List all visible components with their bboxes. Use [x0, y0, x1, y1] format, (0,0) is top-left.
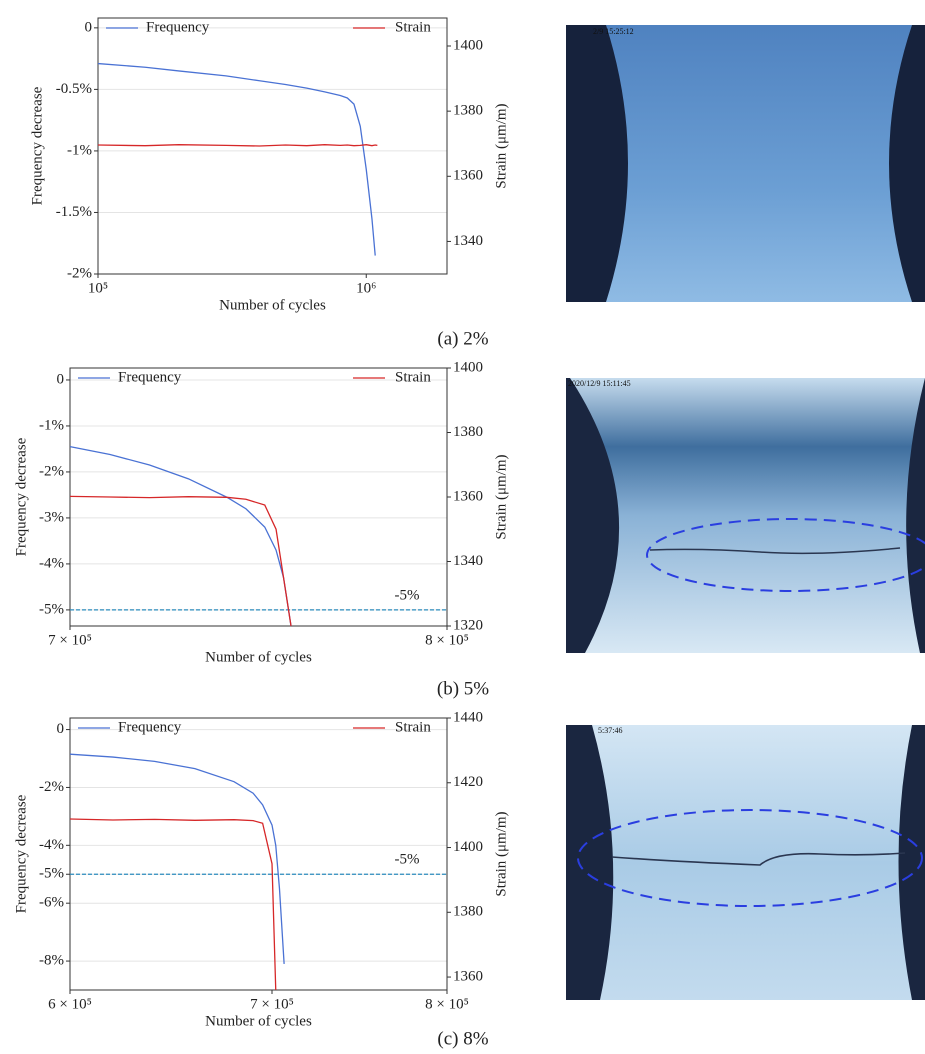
legend-label: Strain: [395, 369, 431, 385]
y2-tick-label: 1400: [453, 839, 483, 855]
chart: 0 -2% -4% -5% -6% -8% 1360 1380 1400 1420 1440 6 × …: [39, 709, 483, 1012]
photo-timestamp: 5:37:46: [598, 726, 622, 735]
y2-tick-label: 1420: [453, 774, 483, 790]
y-tick-label: -0.5%: [56, 81, 92, 97]
y2-tick-label: 1380: [453, 424, 483, 440]
x-axis-title: Number of cycles: [205, 1013, 312, 1029]
x-tick-label: 7 × 10⁵: [250, 996, 294, 1012]
y2-tick-label: 1400: [453, 359, 483, 375]
photo-c: [566, 725, 925, 1000]
y-tick-label: -8%: [39, 953, 64, 969]
y2-tick-label: 1340: [453, 553, 483, 569]
y-tick-label: 0: [57, 721, 65, 737]
series-line: [69, 818, 277, 991]
y-tick-label: -2%: [39, 779, 64, 795]
y-axis-title: Frequency decrease: [29, 86, 45, 205]
chart: 0 -0.5% -1% -1.5% -2% 1340 1360 1380 1400 10⁵ 10⁶: [56, 17, 483, 296]
y2-tick-label: 1380: [453, 904, 483, 920]
y-tick-label: -3%: [39, 509, 64, 525]
chart: 0 -1% -2% -3% -4% -5% 1320 1340 1360 1380 1400 7 × …: [39, 359, 483, 648]
caption: (b) 5%: [437, 678, 489, 699]
y2-axis-title: Strain (μm/m): [493, 454, 509, 539]
y-tick-label: -5%: [39, 866, 64, 882]
y2-tick-label: 1440: [453, 709, 483, 725]
photo-timestamp: 2020/12/9 15:11:45: [568, 379, 631, 388]
x-tick-label: 10⁵: [88, 280, 108, 296]
y-tick-label: -1%: [39, 417, 64, 433]
y2-tick-label: 1360: [453, 968, 483, 984]
y-tick-label: 0: [57, 371, 65, 387]
y2-tick-label: 1320: [453, 617, 483, 633]
y2-tick-label: 1360: [453, 168, 483, 184]
plot-frame: [97, 17, 448, 275]
caption: (a) 2%: [437, 328, 488, 349]
y-axis-title: Frequency decrease: [13, 794, 29, 913]
y-tick-label: -4%: [39, 837, 64, 853]
series-line: [97, 144, 378, 147]
x-axis-title: Number of cycles: [219, 297, 326, 313]
legend-label: Frequency: [118, 719, 182, 735]
photo-timestamp: 2/9 15:25:12: [593, 27, 634, 36]
y-tick-label: 0: [85, 19, 93, 35]
y-tick-label: -5%: [39, 601, 64, 617]
y2-tick-label: 1400: [453, 37, 483, 53]
y2-axis-title: Strain (μm/m): [493, 811, 509, 896]
series-line: [69, 446, 292, 627]
y-tick-label: -1%: [67, 142, 92, 158]
photo-a: [566, 25, 925, 302]
y2-tick-label: 1360: [453, 488, 483, 504]
y-tick-label: -1.5%: [56, 204, 92, 220]
y-tick-label: -4%: [39, 555, 64, 571]
x-tick-label: 6 × 10⁵: [48, 996, 92, 1012]
series-line: [69, 495, 292, 627]
series-line: [97, 62, 376, 256]
legend-label: Strain: [395, 19, 431, 35]
legend-label: Frequency: [118, 369, 182, 385]
legend-label: Frequency: [146, 19, 210, 35]
x-tick-label: 8 × 10⁵: [425, 632, 469, 648]
photo-b: [566, 378, 925, 653]
y2-tick-label: 1340: [453, 233, 483, 249]
series-line: [69, 753, 285, 965]
caption: (c) 8%: [437, 1028, 488, 1049]
x-tick-label: 10⁶: [356, 280, 376, 296]
reference-label: -5%: [395, 587, 420, 603]
x-tick-label: 8 × 10⁵: [425, 996, 469, 1012]
x-tick-label: 7 × 10⁵: [48, 632, 92, 648]
x-axis-title: Number of cycles: [205, 649, 312, 665]
y-tick-label: -2%: [39, 463, 64, 479]
y2-tick-label: 1380: [453, 103, 483, 119]
y-tick-label: -6%: [39, 895, 64, 911]
reference-label: -5%: [395, 852, 420, 868]
legend-label: Strain: [395, 719, 431, 735]
y-axis-title: Frequency decrease: [13, 437, 29, 556]
y-tick-label: -2%: [67, 265, 92, 281]
y2-axis-title: Strain (μm/m): [493, 103, 509, 188]
plot-frame: [69, 717, 448, 991]
